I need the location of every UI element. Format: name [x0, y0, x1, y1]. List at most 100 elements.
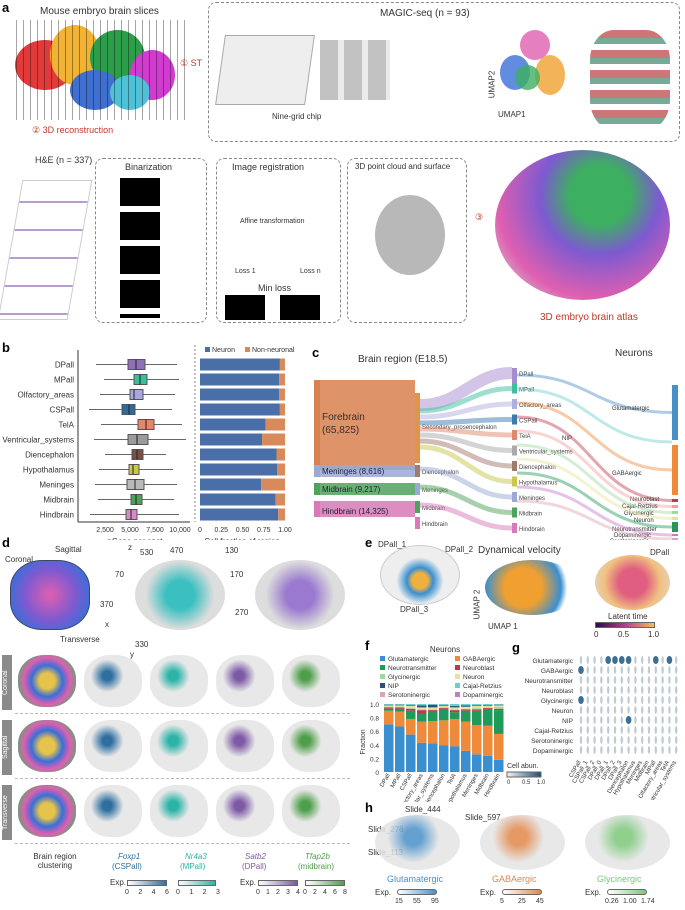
node-label: Meninges	[519, 496, 545, 502]
atlas-label: 3D embryo brain atlas	[540, 312, 638, 323]
col-label-clustering: Brain region clustering	[33, 852, 77, 870]
step-3d-reconstruction: ② 3D reconstruction	[32, 125, 114, 135]
bar-segment	[483, 709, 493, 726]
exp-label: Exp.	[240, 878, 257, 887]
violin	[613, 706, 617, 714]
y-tick: 0.2	[370, 756, 379, 763]
legend-swatch	[455, 683, 460, 688]
violin	[627, 696, 630, 704]
x-tick: 0.50	[236, 527, 250, 534]
violin	[586, 736, 589, 744]
node-level4	[672, 517, 678, 520]
violin	[593, 736, 596, 744]
bar-segment	[494, 704, 504, 705]
bar-segment	[439, 707, 449, 709]
bar-segment	[450, 712, 460, 719]
violin	[641, 706, 644, 714]
dpall-right-label: DPall	[650, 548, 670, 557]
violin	[600, 686, 603, 694]
nr4a3-colorbar	[178, 880, 216, 886]
violin	[647, 746, 651, 754]
violin	[661, 656, 664, 664]
bar-segment	[450, 718, 460, 747]
bar-segment	[417, 742, 427, 772]
node-level3	[512, 523, 517, 533]
row-label: GABAergic	[541, 668, 574, 675]
point-cloud-box	[347, 158, 467, 323]
x-label: nGene per spot	[107, 537, 163, 540]
bar-segment	[483, 708, 493, 710]
colorbar-tick: 0.26	[605, 898, 619, 905]
nine-grid-chip-label: Nine-grid chip	[272, 112, 322, 121]
coronal-section	[282, 655, 340, 707]
flow	[419, 502, 513, 531]
bar-segment	[395, 704, 405, 706]
violin	[675, 736, 678, 744]
node-label: Glycinergic	[624, 511, 654, 517]
colorbar-tick: 1	[189, 889, 194, 896]
gabaergic-3d-brain	[480, 815, 565, 870]
x-tick: 7,500	[146, 527, 164, 534]
violin	[600, 666, 603, 674]
bar-segment	[461, 708, 471, 710]
violin	[579, 746, 583, 754]
legend-label: Dopaminergic	[463, 692, 504, 699]
bar-segment	[472, 706, 482, 709]
latent-tick: 0.5	[618, 630, 630, 639]
violin	[620, 686, 623, 694]
bar-segment	[494, 708, 504, 711]
x-tick: 2,500	[96, 527, 114, 534]
violin	[661, 706, 664, 714]
binarization-box	[95, 158, 207, 323]
node-level4	[672, 445, 678, 495]
violin	[641, 686, 644, 694]
violin	[668, 716, 671, 724]
violin	[579, 676, 583, 684]
node-label: Ventricular_systems	[519, 450, 573, 456]
violin	[647, 716, 651, 724]
box	[128, 464, 140, 475]
node-level3	[512, 430, 517, 440]
registration-title: Image registration	[232, 162, 305, 172]
bar-segment	[384, 704, 394, 706]
nine-grid-chip	[215, 35, 315, 105]
dpall3-label: DPall_3	[400, 605, 429, 614]
violin	[586, 726, 589, 734]
binarization-title: Binarization	[125, 162, 173, 172]
violin	[668, 686, 671, 694]
x-label: Cell fraction of region	[204, 537, 280, 540]
violin	[641, 676, 644, 684]
violin	[654, 686, 657, 694]
x-tick: 0	[198, 527, 202, 534]
foxp1-colorbar	[127, 880, 167, 886]
colorbar-tick: 6	[165, 889, 169, 896]
violin	[620, 746, 623, 754]
bar-segment	[494, 733, 504, 760]
axis-y: y	[130, 650, 134, 659]
violin	[647, 676, 651, 684]
violin	[647, 656, 651, 664]
violin	[620, 666, 623, 674]
node-label: Hindbrain	[422, 522, 448, 528]
bar-segment	[472, 708, 482, 710]
violin	[641, 666, 644, 674]
violin	[668, 676, 671, 684]
bar-segment	[483, 725, 493, 756]
violin	[593, 726, 596, 734]
node-level3	[512, 399, 517, 409]
x-tick: 10,000	[169, 527, 191, 534]
colorbar-tick: 55	[413, 898, 421, 905]
violin	[593, 716, 596, 724]
bar-segment	[494, 704, 504, 706]
coronal-section	[84, 655, 142, 707]
bar-segment	[494, 759, 504, 772]
category-label: Midbrain	[43, 496, 74, 505]
node-level4	[672, 385, 678, 440]
glutamatergic-3d-brain	[375, 815, 460, 870]
exp-label: Exp.	[480, 888, 497, 897]
violin	[613, 666, 617, 674]
tfap2b-colorbar	[305, 880, 345, 886]
bar-segment	[439, 704, 449, 706]
violin	[668, 736, 671, 744]
node-label: TelA	[519, 434, 531, 440]
